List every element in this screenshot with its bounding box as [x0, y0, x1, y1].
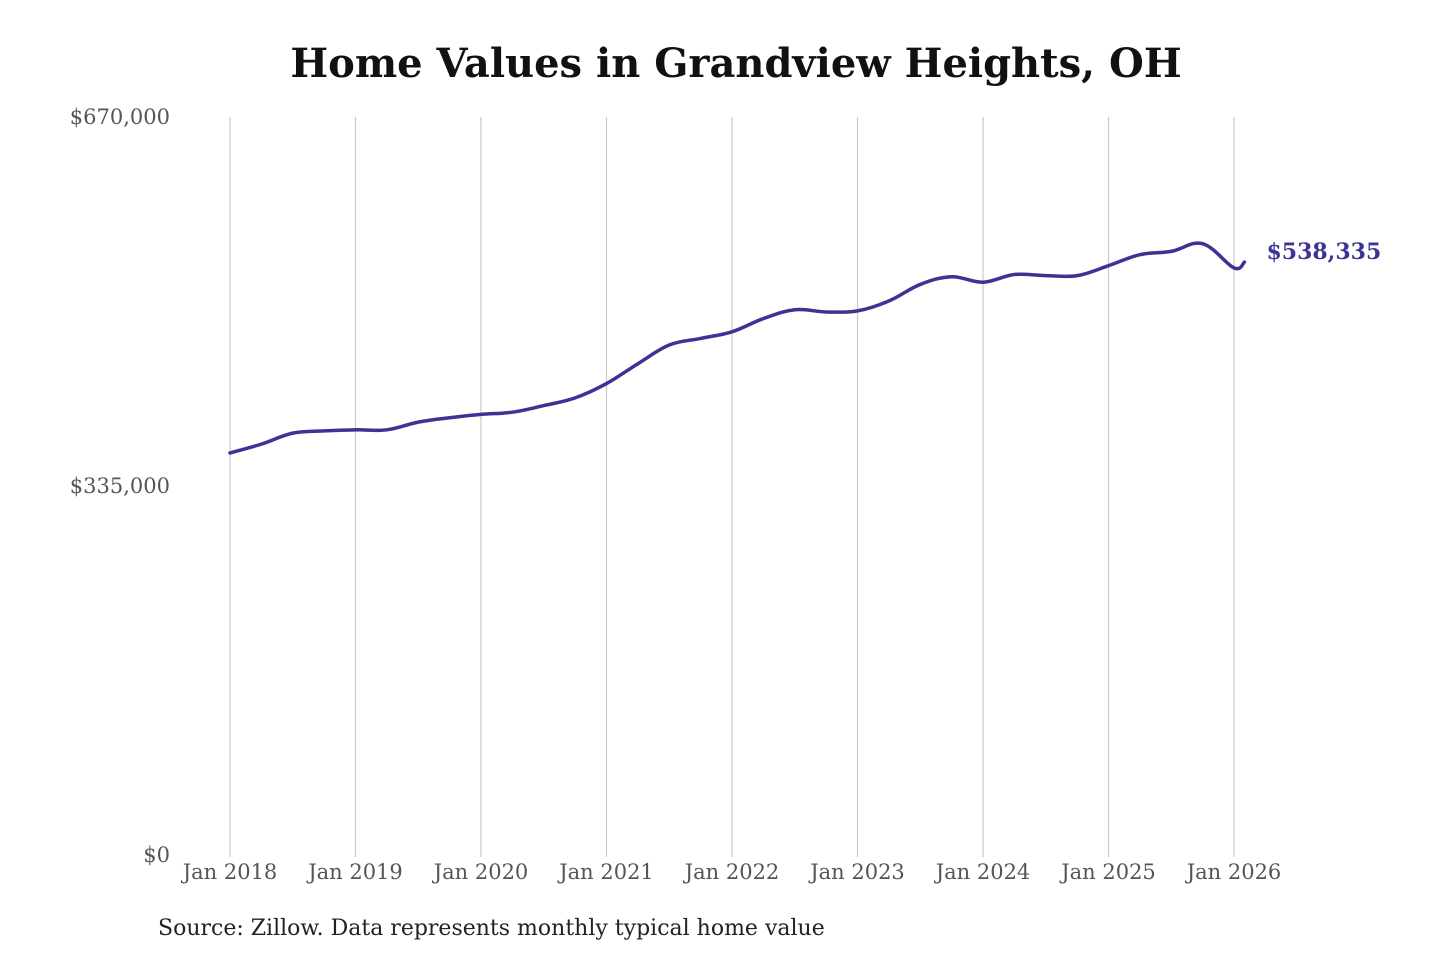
- data-point: [1232, 266, 1236, 270]
- data-point: [1075, 274, 1079, 278]
- data-point: [1242, 260, 1246, 264]
- data-point: [981, 280, 985, 284]
- data-point: [228, 451, 232, 455]
- series-layer: [228, 241, 1247, 455]
- data-point: [510, 410, 514, 414]
- x-tick-label: Jan 2022: [683, 860, 780, 884]
- data-point: [699, 336, 703, 340]
- data-point: [636, 362, 640, 366]
- data-point: [259, 442, 263, 446]
- data-point: [950, 275, 954, 279]
- data-point: [291, 431, 295, 435]
- data-point: [385, 428, 389, 432]
- y-axis-ticks: $0 $335,000 $670,000: [70, 105, 170, 867]
- x-tick-label: Jan 2026: [1185, 860, 1282, 884]
- data-point: [605, 382, 609, 386]
- data-point: [918, 282, 922, 286]
- data-point: [667, 343, 671, 347]
- x-tick-label: Jan 2023: [808, 860, 905, 884]
- data-point: [1201, 242, 1205, 246]
- data-point: [1012, 273, 1016, 277]
- data-point: [573, 396, 577, 400]
- data-point: [479, 412, 483, 416]
- y-tick-label: $335,000: [70, 474, 170, 498]
- x-tick-label: Jan 2018: [181, 860, 278, 884]
- x-tick-label: Jan 2025: [1059, 860, 1156, 884]
- data-point: [322, 429, 326, 433]
- end-value-label: $538,335: [1266, 239, 1381, 265]
- data-point: [1044, 274, 1048, 278]
- data-point: [761, 317, 765, 321]
- data-point: [416, 420, 420, 424]
- data-point: [448, 416, 452, 420]
- x-tick-label: Jan 2019: [306, 860, 403, 884]
- source-note: Source: Zillow. Data represents monthly …: [158, 916, 825, 941]
- x-tick-label: Jan 2024: [934, 860, 1031, 884]
- chart-title: Home Values in Grandview Heights, OH: [290, 40, 1182, 87]
- x-tick-label: Jan 2021: [557, 860, 654, 884]
- x-tick-label: Jan 2020: [432, 860, 529, 884]
- data-point: [1169, 249, 1173, 253]
- data-point: [1138, 253, 1142, 257]
- data-point: [887, 299, 891, 303]
- data-point: [856, 309, 860, 313]
- data-point: [1107, 264, 1111, 268]
- y-tick-label: $0: [143, 843, 170, 867]
- grid-layer: [229, 117, 1235, 857]
- data-point: [542, 404, 546, 408]
- label-layer: $538,335: [1266, 239, 1381, 265]
- data-point: [824, 310, 828, 314]
- data-point: [793, 308, 797, 312]
- data-point: [354, 428, 358, 432]
- y-tick-label: $670,000: [70, 105, 170, 129]
- x-axis-ticks: Jan 2018 Jan 2019 Jan 2020 Jan 2021 Jan 2022…: [181, 860, 1282, 884]
- data-point: [730, 330, 734, 334]
- series-line: [228, 241, 1247, 455]
